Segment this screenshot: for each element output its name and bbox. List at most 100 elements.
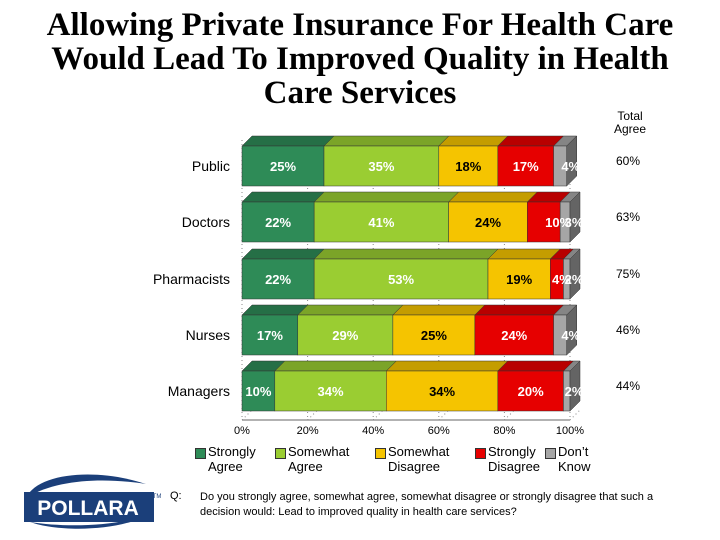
gridline-depth <box>438 409 450 421</box>
data-label: 29% <box>332 328 358 343</box>
data-label: 2% <box>565 384 584 399</box>
legend-swatch <box>375 448 386 459</box>
data-label: 20% <box>518 384 544 399</box>
bar-segment <box>487 258 551 300</box>
data-label: 19% <box>506 272 532 287</box>
category-label: Pharmacists <box>153 271 230 287</box>
total-agree-value: 46% <box>616 323 640 337</box>
legend-label: Strongly Agree <box>208 444 256 474</box>
bar-top-face <box>241 248 325 260</box>
bar-top-face <box>487 248 561 260</box>
question-label: Q: <box>170 490 182 502</box>
data-label: 4% <box>561 328 580 343</box>
legend-label: Strongly Disagree <box>488 444 541 474</box>
data-label: 17% <box>257 328 283 343</box>
logo-swoosh-icon <box>26 474 146 498</box>
gridline-depth <box>372 409 384 421</box>
bar-segment <box>527 201 561 243</box>
bar-segment <box>386 370 499 412</box>
bar-top-face <box>497 135 565 147</box>
bar-segment <box>241 370 276 412</box>
bar-segment <box>241 258 315 300</box>
data-label: 10% <box>545 215 571 230</box>
bar-side-face <box>566 135 577 187</box>
data-label: 22% <box>265 215 291 230</box>
total-agree-value: 63% <box>616 210 640 224</box>
total-agree-value: 60% <box>616 154 640 168</box>
data-label: 41% <box>368 215 394 230</box>
bar-side-face <box>569 248 581 300</box>
x-tick-label: 0% <box>234 425 250 437</box>
legend-label: Don’t Know <box>558 444 591 474</box>
legend-label: Somewhat Agree <box>288 444 350 474</box>
bar-segment <box>448 201 528 243</box>
data-label: 22% <box>265 272 291 287</box>
bar-segment <box>438 145 499 187</box>
logo-text: POLLARA <box>37 497 139 520</box>
logo-tm: TM <box>153 494 162 500</box>
data-label: 17% <box>513 159 539 174</box>
total-agree-header: Total Agree <box>613 109 647 136</box>
data-label: 2% <box>565 272 584 287</box>
data-label: 4% <box>561 159 580 174</box>
legend-swatch <box>195 448 206 459</box>
category-label: Nurses <box>186 327 230 343</box>
bar-top-face <box>323 135 450 147</box>
data-label: 24% <box>475 215 501 230</box>
data-label: 35% <box>368 159 394 174</box>
bar-segment <box>313 201 449 243</box>
bar-segment <box>474 314 554 356</box>
chart-title: Allowing Private Insurance For Health Ca… <box>46 7 674 111</box>
bar-segment <box>323 145 440 187</box>
x-tick-label: 80% <box>493 425 515 437</box>
data-label: 53% <box>388 272 414 287</box>
bar-top-face <box>497 360 575 372</box>
bar-side-face <box>566 304 577 356</box>
data-label: 25% <box>421 328 447 343</box>
data-label: 3% <box>565 215 584 230</box>
pollara-logo: POLLARA TM <box>24 474 162 529</box>
bar-top-face <box>313 191 460 203</box>
data-label: 34% <box>429 384 455 399</box>
bar-top-face <box>297 304 404 316</box>
labels: 25% 35% 18% 17% 4%Public 60%22% 41% 24% 10%3%Doc… <box>153 154 640 399</box>
bar-segment <box>241 145 325 187</box>
data-label: 34% <box>318 384 344 399</box>
bar-top-face <box>474 304 565 316</box>
bar-top-face <box>385 360 509 372</box>
bar-segment <box>497 145 554 187</box>
total-agree-value: 44% <box>616 379 640 393</box>
bar-segment <box>274 370 387 412</box>
legend-swatch <box>545 448 556 459</box>
category-label: Doctors <box>182 214 230 230</box>
bar-top-face <box>241 135 335 147</box>
data-label: 18% <box>455 159 481 174</box>
bar-top-face <box>241 191 325 203</box>
legend: Strongly Agree Somewhat Agree Somewhat Disagr… <box>195 444 615 480</box>
bar-segment <box>313 258 489 300</box>
data-label: 10% <box>245 384 271 399</box>
bar-top-face <box>448 191 538 203</box>
gridline-depth <box>569 409 581 421</box>
x-tick-label: 100% <box>556 425 584 437</box>
data-label: 24% <box>501 328 527 343</box>
bar-segment <box>497 370 564 412</box>
bar-top-face <box>438 135 509 147</box>
legend-swatch <box>275 448 286 459</box>
x-tick-label: 60% <box>428 425 450 437</box>
bar-side-face <box>569 360 581 412</box>
x-tick-label: 40% <box>362 425 384 437</box>
bars <box>241 135 581 412</box>
legend-label: Somewhat Disagree <box>388 444 450 474</box>
category-label: Public <box>192 158 230 174</box>
bar-top-face <box>392 304 486 316</box>
bar-side-face <box>569 191 581 243</box>
total-agree-value: 75% <box>616 267 640 281</box>
bar-segment <box>241 201 315 243</box>
x-tick-label: 20% <box>297 425 319 437</box>
gridline-depth <box>504 409 515 421</box>
bar-top-face <box>241 304 309 316</box>
bar-top-face <box>274 360 397 372</box>
gridline-depth <box>241 409 253 421</box>
